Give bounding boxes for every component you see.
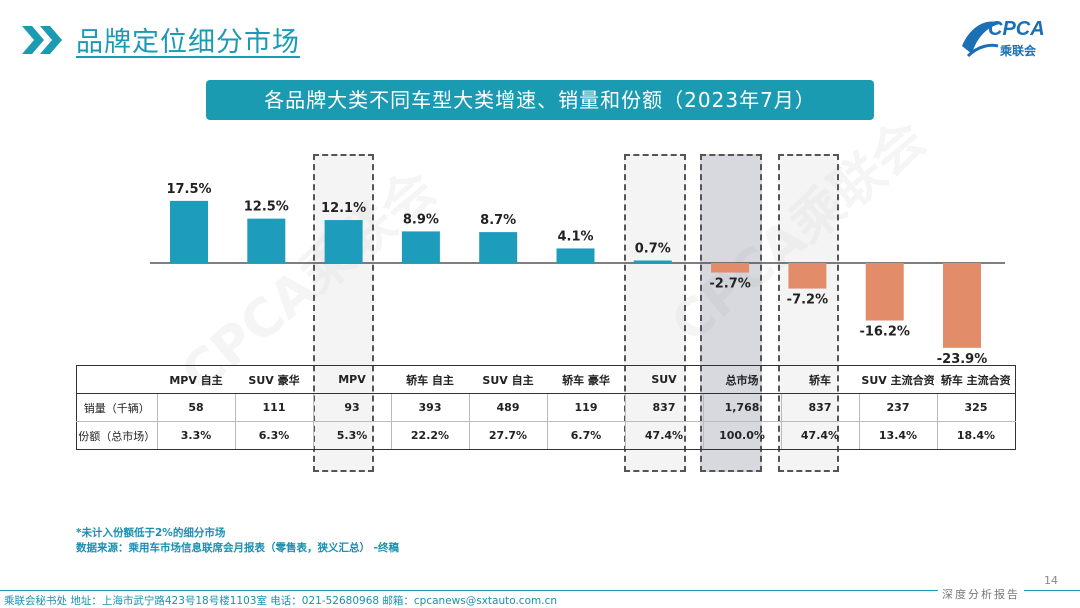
table-share-cell: 27.7% [468, 421, 547, 450]
bar-value-label: 8.9% [403, 212, 439, 227]
table-corner-cell [76, 365, 157, 394]
bar-value-label: 4.1% [557, 229, 593, 244]
logo-text: CPCA [988, 18, 1045, 40]
table-share-cell: 3.3% [156, 421, 235, 450]
bar [711, 263, 750, 273]
bar [788, 263, 827, 289]
table-header-cell: SUV [625, 365, 703, 394]
table-sales-cell: 1,768 [702, 393, 781, 422]
table-header-cell: 轿车 自主 [391, 365, 469, 394]
bar-value-label: 12.1% [321, 201, 366, 216]
data-source: 数据来源：乘用车市场信息联席会月报表（零售表，狭义汇总） -终稿 [76, 542, 400, 554]
page-title: 品牌定位细分市场 [76, 27, 300, 58]
bar-value-label: -7.2% [787, 293, 828, 308]
table-share-cell: 47.4% [780, 421, 859, 450]
chart-title-banner: 各品牌大类不同车型大类增速、销量和份额（2023年7月） [206, 80, 874, 120]
footer-contact: 乘联会秘书处 地址：上海市武宁路423号18号楼1103室 电话：021-526… [4, 595, 558, 607]
table-share-cell: 22.2% [390, 421, 469, 450]
table-header-row: MPV 自主 SUV 豪华 MPV 轿车 自主 SUV 自主 轿车 豪华 SUV 总市场 轿车 S… [76, 365, 1016, 394]
bar [479, 232, 518, 263]
table-header-cell: MPV 自主 [157, 365, 235, 394]
bar-value-label: 17.5% [166, 182, 211, 197]
table-share-cell: 6.3% [234, 421, 313, 450]
table-sales-cell: 119 [546, 393, 625, 422]
page-number: 14 [1044, 574, 1058, 587]
bar-value-label: -23.9% [937, 352, 988, 367]
bar-value-label: -16.2% [859, 325, 910, 340]
table-header-cell: 轿车 主流合资 [937, 365, 1016, 394]
bar [247, 218, 286, 263]
bar-value-label: -2.7% [709, 277, 750, 292]
bar [401, 231, 440, 263]
bar [943, 263, 981, 348]
bar [170, 200, 208, 263]
table-share-cell: 100.0% [702, 421, 781, 450]
row-label-sales: 销量（千辆） [76, 393, 157, 422]
table-header-cell: 轿车 豪华 [547, 365, 625, 394]
table-sales-cell: 325 [936, 393, 1016, 422]
table-header-cell: SUV 自主 [469, 365, 547, 394]
bar [633, 260, 672, 263]
footer-divider [0, 590, 1080, 591]
table-header-cell: 轿车 [781, 365, 859, 394]
bar [865, 263, 904, 321]
row-label-share: 份额（总市场） [76, 421, 157, 450]
table-share-cell: 18.4% [936, 421, 1016, 450]
bar-value-label: 12.5% [244, 200, 289, 215]
table-sales-cell: 393 [390, 393, 469, 422]
table-sales-cell: 237 [858, 393, 937, 422]
table-sales-cell: 58 [156, 393, 235, 422]
table-header-cell: 总市场 [703, 365, 781, 394]
bar [556, 248, 595, 263]
table-row-sales: 销量（千辆） 58 111 93 393 489 119 837 1,768 837 237 325 [76, 393, 1016, 422]
table-share-cell: 6.7% [546, 421, 625, 450]
table-sales-cell: 489 [468, 393, 547, 422]
table-row-share: 份额（总市场） 3.3% 6.3% 5.3% 22.2% 27.7% 6.7% 47.4% 1… [76, 421, 1016, 450]
cpca-logo-icon [962, 21, 1000, 58]
table-header-cell: MPV [313, 365, 391, 394]
bar-value-label: 8.7% [480, 213, 516, 228]
table-header-cell: SUV 主流合资 [859, 365, 937, 394]
logo-cn-text: 乘联会 [1000, 44, 1037, 58]
table-sales-cell: 837 [780, 393, 859, 422]
sales-share-table: MPV 自主 SUV 豪华 MPV 轿车 自主 SUV 自主 轿车 豪华 SUV 总市场 轿车 S… [76, 365, 1016, 450]
bar [324, 220, 363, 263]
table-sales-cell: 837 [624, 393, 703, 422]
table-sales-cell: 93 [312, 393, 391, 422]
chevron-header-icon [22, 26, 62, 54]
table-header-cell: SUV 豪华 [235, 365, 313, 394]
table-sales-cell: 111 [234, 393, 313, 422]
footer-tagline: 深度分析报告 [938, 586, 1024, 602]
table-share-cell: 13.4% [858, 421, 937, 450]
table-share-cell: 47.4% [624, 421, 703, 450]
bar-value-label: 0.7% [635, 242, 671, 257]
table-share-cell: 5.3% [312, 421, 391, 450]
footnote: *未计入份额低于2%的细分市场 [76, 527, 226, 539]
